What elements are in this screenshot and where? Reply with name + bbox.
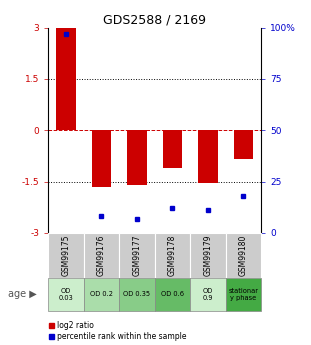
Bar — [234, 130, 253, 159]
Text: GSM99179: GSM99179 — [203, 235, 212, 276]
FancyBboxPatch shape — [226, 233, 261, 278]
Title: GDS2588 / 2169: GDS2588 / 2169 — [103, 13, 206, 27]
Text: OD 0.6: OD 0.6 — [161, 291, 184, 297]
Text: GSM99176: GSM99176 — [97, 235, 106, 276]
FancyBboxPatch shape — [84, 233, 119, 278]
FancyBboxPatch shape — [119, 278, 155, 310]
Bar — [56, 28, 76, 130]
Legend: log2 ratio, percentile rank within the sample: log2 ratio, percentile rank within the s… — [49, 321, 187, 341]
FancyBboxPatch shape — [155, 278, 190, 310]
Text: GSM99180: GSM99180 — [239, 235, 248, 276]
FancyBboxPatch shape — [48, 233, 84, 278]
Text: GSM99175: GSM99175 — [62, 235, 71, 276]
FancyBboxPatch shape — [84, 278, 119, 310]
Bar — [163, 130, 182, 168]
Bar — [198, 130, 218, 183]
Text: OD 0.2: OD 0.2 — [90, 291, 113, 297]
FancyBboxPatch shape — [190, 233, 226, 278]
FancyBboxPatch shape — [190, 278, 226, 310]
Text: stationar
y phase: stationar y phase — [229, 288, 258, 300]
Text: OD
0.03: OD 0.03 — [58, 288, 73, 300]
FancyBboxPatch shape — [226, 278, 261, 310]
Text: GSM99178: GSM99178 — [168, 235, 177, 276]
Bar — [92, 130, 111, 187]
Text: GSM99177: GSM99177 — [132, 235, 142, 276]
FancyBboxPatch shape — [119, 233, 155, 278]
FancyBboxPatch shape — [155, 233, 190, 278]
FancyBboxPatch shape — [48, 278, 84, 310]
Text: age ▶: age ▶ — [8, 289, 36, 299]
Text: OD 0.35: OD 0.35 — [123, 291, 151, 297]
Bar — [127, 130, 147, 185]
Text: OD
0.9: OD 0.9 — [203, 288, 213, 300]
